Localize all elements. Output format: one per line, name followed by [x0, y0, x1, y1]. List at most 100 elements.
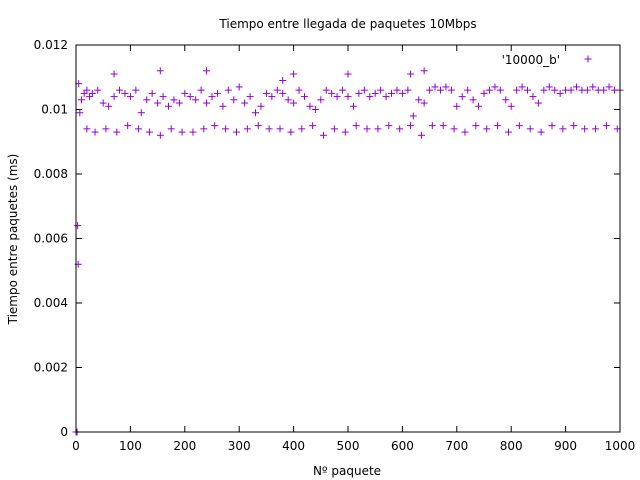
data-point	[518, 83, 526, 91]
data-point	[589, 83, 597, 91]
data-point	[124, 122, 132, 130]
data-point	[175, 99, 183, 107]
data-point	[159, 93, 167, 101]
axis-ticks: 0 100 200 300 400 500 600 700 800 900 1000 0 0.002 0.…	[34, 38, 636, 453]
y-tick-label: 0.01	[41, 103, 68, 117]
data-point	[208, 93, 216, 101]
data-point	[366, 93, 374, 101]
data-point	[534, 99, 542, 107]
data-point	[496, 86, 504, 94]
data-point	[254, 122, 262, 130]
plot-frame	[75, 44, 621, 433]
data-point	[450, 125, 458, 133]
data-point	[524, 86, 532, 94]
data-point	[570, 122, 578, 130]
data-point	[377, 86, 385, 94]
data-point	[105, 102, 113, 110]
data-point	[581, 125, 589, 133]
data-point	[556, 89, 564, 97]
data-point	[311, 106, 319, 113]
x-tick-label: 500	[337, 439, 360, 453]
data-point	[156, 131, 164, 139]
x-tick-label: 800	[500, 439, 523, 453]
data-point	[83, 86, 91, 94]
data-point	[279, 89, 287, 97]
data-point	[333, 93, 341, 101]
data-point	[265, 125, 273, 133]
data-point	[99, 99, 107, 107]
data-point	[439, 122, 447, 130]
data-point	[230, 96, 238, 104]
data-point	[420, 67, 428, 75]
data-point	[116, 86, 124, 94]
data-point	[320, 131, 328, 139]
data-point	[461, 128, 469, 136]
data-point	[453, 102, 461, 110]
data-point	[156, 67, 164, 75]
data-point	[219, 102, 227, 110]
data-point	[252, 109, 260, 117]
data-point	[222, 125, 230, 133]
data-point	[203, 99, 211, 107]
data-point	[513, 86, 521, 94]
data-point	[148, 89, 156, 97]
data-point	[355, 89, 363, 97]
data-point	[464, 86, 472, 94]
data-point	[605, 83, 613, 91]
x-tick-label: 600	[391, 439, 414, 453]
data-point	[447, 86, 455, 94]
data-point	[77, 96, 85, 104]
data-point	[417, 131, 425, 139]
data-point	[279, 76, 287, 84]
y-axis-label: Tiempo entre paquetes (ms)	[6, 154, 20, 326]
data-point	[170, 96, 178, 104]
x-tick-label: 0	[72, 439, 80, 453]
data-point	[371, 89, 379, 97]
data-point	[472, 122, 480, 130]
data-point	[145, 128, 153, 136]
data-point	[143, 96, 151, 104]
data-point	[572, 83, 580, 91]
data-point	[76, 109, 84, 117]
data-point	[262, 89, 270, 97]
data-point	[167, 125, 175, 133]
data-point	[330, 125, 338, 133]
y-tick-label: 0.006	[34, 232, 68, 246]
data-point	[600, 86, 608, 94]
data-point	[442, 83, 450, 91]
data-point	[235, 83, 243, 91]
data-point	[483, 125, 491, 133]
data-point	[420, 99, 428, 107]
data-point	[494, 122, 502, 130]
data-point	[404, 86, 412, 94]
x-tick-label: 900	[554, 439, 577, 453]
y-tick-label: 0.008	[34, 167, 68, 181]
data-point	[341, 128, 349, 136]
data-point	[396, 125, 404, 133]
data-point	[317, 96, 325, 104]
data-point	[415, 96, 423, 104]
data-point	[374, 125, 382, 133]
x-tick-label: 700	[445, 439, 468, 453]
data-point	[110, 70, 118, 78]
y-tick-label: 0	[60, 425, 68, 439]
data-point	[273, 86, 281, 94]
y-tick-label: 0.012	[34, 38, 68, 52]
data-point	[178, 128, 186, 136]
data-point	[132, 86, 140, 94]
data-point	[388, 89, 396, 97]
x-tick-label: 200	[173, 439, 196, 453]
data-point	[537, 128, 545, 136]
data-point	[407, 70, 415, 78]
data-point	[436, 86, 444, 94]
data-point	[559, 125, 567, 133]
data-point	[583, 86, 591, 94]
data-point	[363, 125, 371, 133]
data-point	[102, 125, 110, 133]
chart-title: Tiempo entre llegada de paquetes 10Mbps	[218, 17, 476, 31]
data-point	[458, 93, 466, 101]
data-point	[295, 86, 303, 94]
data-point	[322, 86, 330, 94]
data-point	[243, 125, 251, 133]
data-point	[360, 86, 368, 94]
